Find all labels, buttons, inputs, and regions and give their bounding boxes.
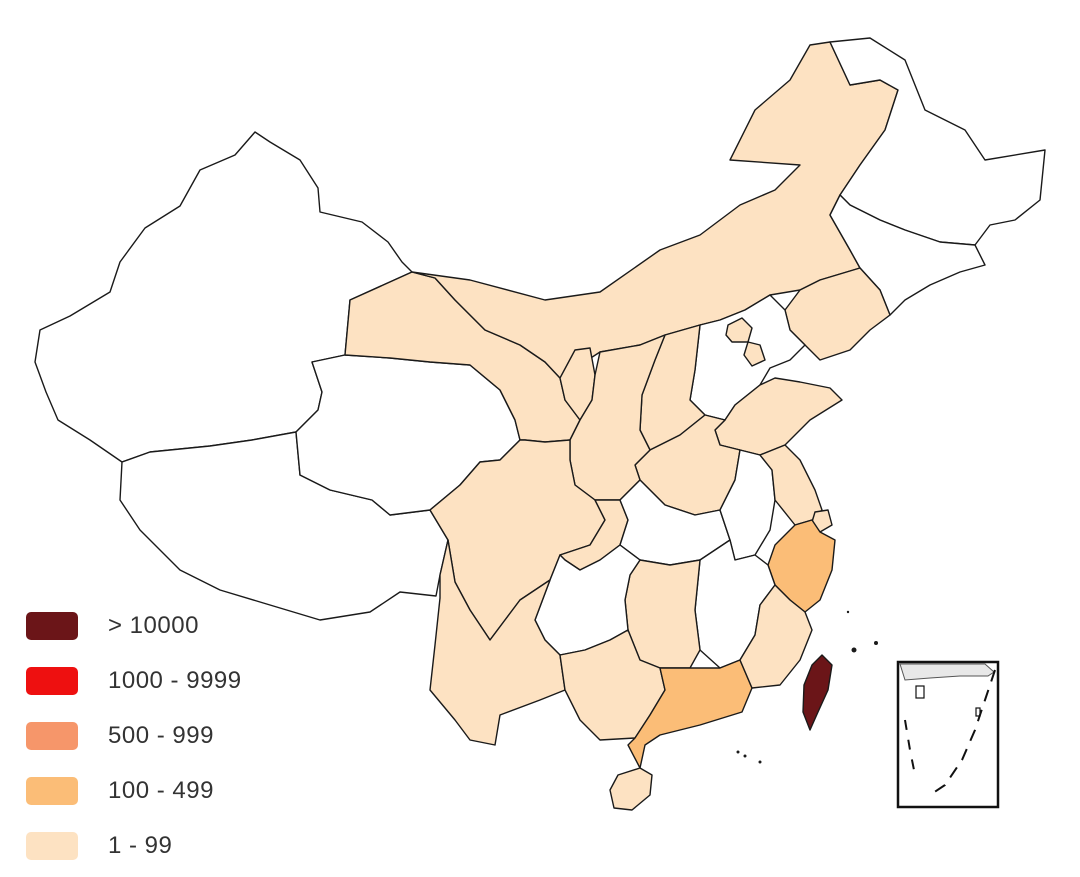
islands: [736, 610, 878, 764]
legend-item: 1 - 99: [26, 818, 242, 873]
legend-label: 500 - 999: [108, 721, 214, 749]
legend-swatch: [26, 721, 78, 750]
region-tianjin: [743, 341, 766, 367]
legend-swatch: [26, 611, 78, 640]
region-anhui: [719, 449, 776, 561]
legend-swatch: [26, 776, 78, 805]
legend-label: > 10000: [108, 611, 199, 639]
region-taiwan: [802, 654, 833, 731]
region-hainan: [609, 767, 653, 811]
legend-item: 500 - 999: [26, 708, 242, 763]
legend-label: 1 - 99: [108, 831, 173, 859]
region-guangdong: [627, 659, 753, 769]
legend-label: 100 - 499: [108, 776, 214, 804]
legend-label: 1000 - 9999: [108, 666, 242, 694]
legend-item: 100 - 499: [26, 763, 242, 818]
legend: > 10000 1000 - 9999 500 - 999 100 - 499 …: [26, 598, 242, 873]
region-fujian: [739, 584, 813, 689]
legend-item: 1000 - 9999: [26, 653, 242, 708]
legend-swatch: [26, 831, 78, 860]
region-jilin: [829, 194, 986, 316]
legend-swatch: [26, 666, 78, 695]
south-china-sea-inset: [896, 660, 1000, 809]
legend-item: > 10000: [26, 598, 242, 653]
region-zhejiang: [767, 519, 836, 613]
